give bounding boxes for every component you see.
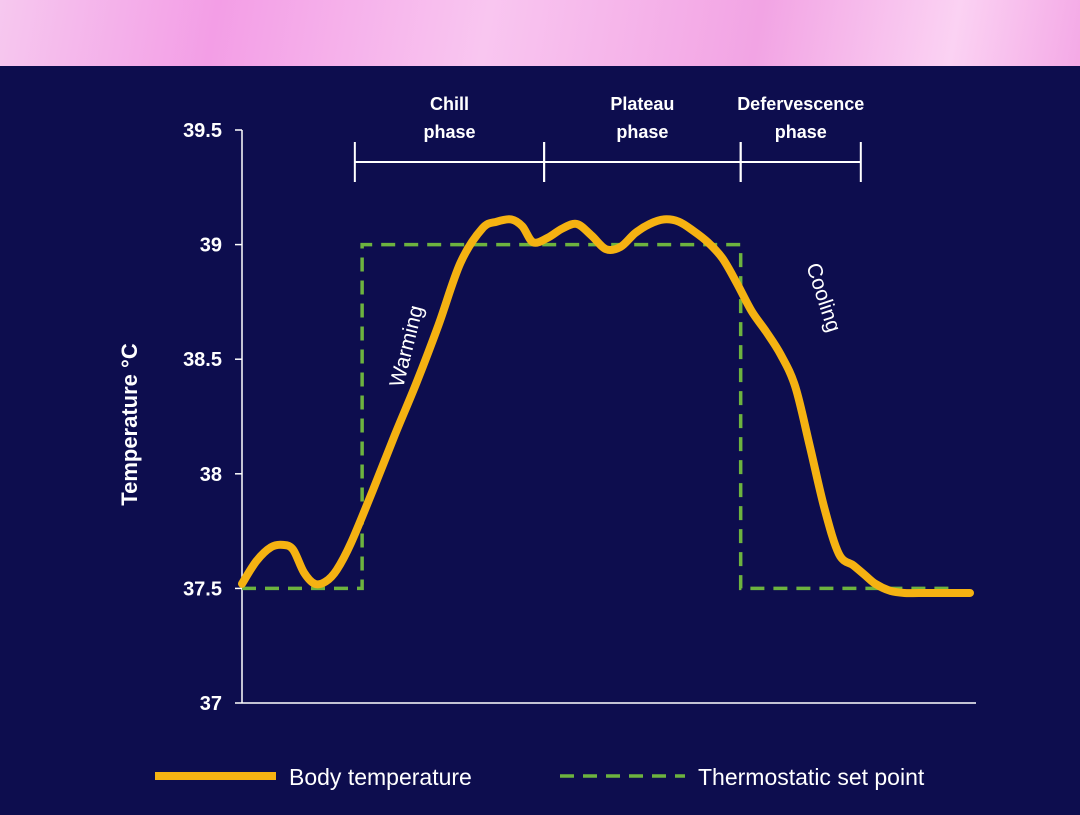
phase-label-chill-line2: phase [423,122,475,142]
y-tick-label-37: 37 [200,693,222,715]
phase-label-chill: Chill [430,94,469,114]
phase-label-defervescence: Defervescence [737,94,864,114]
axes: 37 37.5 38 38.5 39 39.5 Temperature °C [117,120,976,715]
phase-brackets: Chill phase Plateau phase Defervescence phase [353,94,864,182]
y-tick-label-38-5: 38.5 [183,349,222,371]
chart-area: 37 37.5 38 38.5 39 39.5 Temperature °C Chill p… [0,66,1080,810]
legend-label-body-temperature: Body temperature [289,764,472,790]
y-tick-label-38: 38 [200,464,222,486]
legend: Body temperature Thermostatic set point [155,764,925,790]
series-line-body-temperature [238,215,974,598]
phase-label-defervescence-line2: phase [775,122,827,142]
annotation-cooling: Cooling [801,260,845,335]
fever-phases-chart: 37 37.5 38 38.5 39 39.5 Temperature °C Chill p… [117,94,976,790]
legend-label-thermostatic-set-point: Thermostatic set point [698,764,925,790]
y-tick-label-39: 39 [200,235,222,257]
y-ticks: 37 37.5 38 38.5 39 39.5 [183,120,242,715]
phase-label-plateau-line2: phase [616,122,668,142]
y-axis-label: Temperature °C [117,343,142,506]
series-lines [238,215,974,598]
phase-label-plateau: Plateau [610,94,674,114]
y-tick-label-39-5: 39.5 [183,120,222,142]
y-tick-label-37-5: 37.5 [183,578,222,600]
series-line-thermostatic-set-point [242,242,956,591]
header-banner [0,0,1080,66]
